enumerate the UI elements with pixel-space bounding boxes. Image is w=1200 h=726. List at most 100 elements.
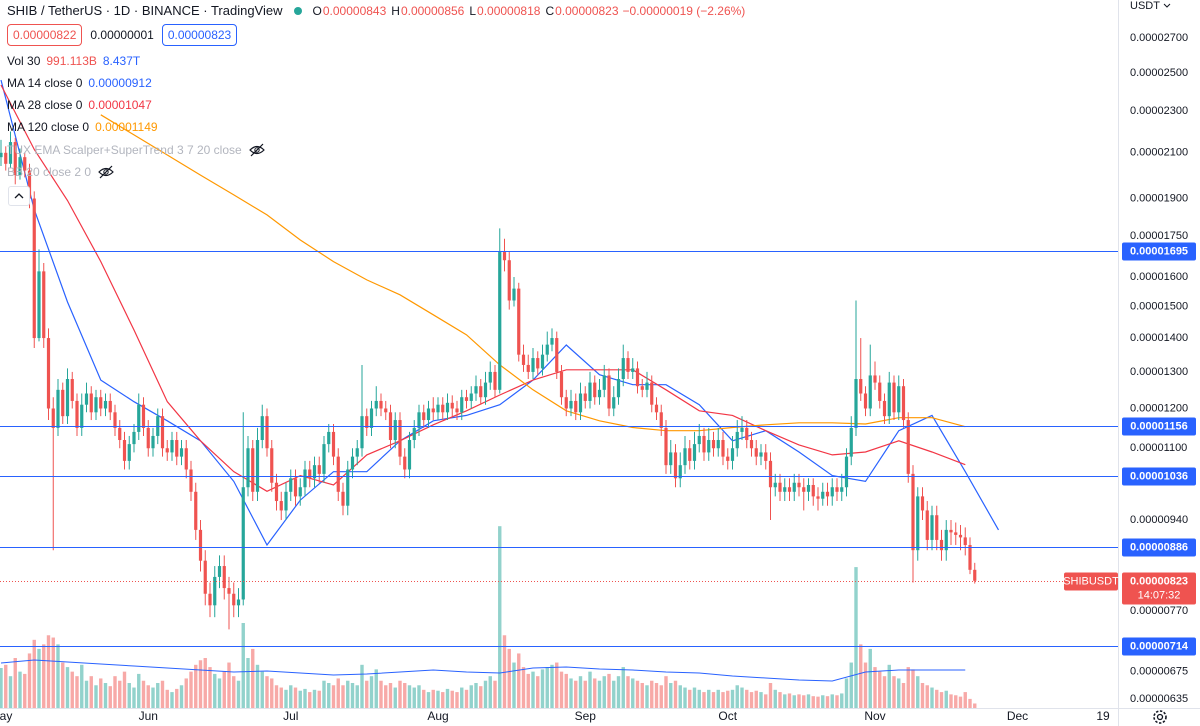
candle-body	[113, 412, 117, 428]
y-tick-label: 0.00001900	[1130, 192, 1188, 204]
sell-button[interactable]: 0.00000822	[7, 24, 83, 46]
eye-hidden-icon[interactable]	[97, 165, 115, 179]
volume-layer	[0, 526, 977, 708]
volume-bar	[403, 683, 407, 708]
volume-bar	[23, 673, 27, 708]
candle-body	[407, 440, 412, 470]
candle-body	[920, 496, 925, 511]
last-price-label: 0.00000823	[1130, 575, 1188, 587]
volume-bar	[607, 673, 611, 708]
legend-name: MA 28 close 0	[7, 98, 83, 112]
x-tick-label: Dec	[1007, 709, 1028, 723]
collapse-legend-button[interactable]	[8, 186, 30, 206]
candle-body	[222, 566, 226, 589]
level-label: 0.00000886	[1130, 541, 1188, 553]
candle-body	[764, 452, 768, 461]
candle-body	[555, 338, 559, 372]
candle-body	[118, 427, 122, 441]
candle-body	[260, 416, 264, 441]
candle-body	[873, 375, 877, 383]
volume-bar	[217, 678, 222, 708]
candle-body	[792, 482, 796, 492]
candle-body	[37, 271, 41, 339]
volume-bar	[631, 678, 635, 708]
candle-body	[692, 444, 697, 461]
volume-bar	[141, 680, 146, 708]
candle-body	[265, 416, 269, 449]
volume-bar	[327, 683, 331, 708]
candle-body	[588, 382, 592, 401]
volume-bar	[954, 695, 958, 708]
candle-body	[963, 537, 967, 546]
candle-body	[664, 427, 668, 466]
volume-bar	[479, 686, 483, 708]
ohlc-value: 0.00000843	[322, 3, 387, 18]
volume-bar	[840, 693, 844, 708]
candle-body	[973, 569, 977, 581]
candle-body	[754, 448, 758, 457]
volume-bar	[697, 689, 701, 708]
candle-body	[251, 448, 255, 492]
volume-bar	[569, 678, 573, 708]
candle-body	[697, 435, 701, 445]
candle-body	[768, 460, 773, 488]
volume-bar	[925, 685, 929, 708]
candle-body	[773, 482, 777, 488]
volume-bar	[113, 676, 117, 708]
candle-body	[346, 469, 350, 506]
legend-value: 991.113B	[46, 54, 97, 68]
candle-body	[393, 420, 397, 441]
candle-body	[137, 404, 141, 432]
candle-body	[279, 501, 283, 511]
volume-bar	[346, 680, 350, 708]
candle-body	[958, 534, 963, 538]
volume-bar	[616, 676, 621, 708]
settings-button[interactable]	[1151, 708, 1169, 726]
legend-value: 8.437T	[102, 54, 141, 68]
buy-button[interactable]: 0.00000823	[161, 24, 238, 46]
volume-bar	[730, 689, 735, 708]
eye-hidden-icon[interactable]	[248, 143, 266, 157]
currency-selector[interactable]: USDT	[1130, 0, 1171, 12]
level-label: 0.00001695	[1130, 245, 1188, 257]
candle-body	[559, 371, 564, 398]
volume-bar	[122, 671, 127, 708]
volume-bar	[118, 680, 122, 708]
volume-bar	[18, 671, 22, 708]
volume-bar	[393, 687, 397, 708]
volume-bar	[388, 683, 393, 708]
volume-bar	[498, 526, 502, 708]
y-tick-label: 0.00001200	[1130, 402, 1188, 414]
legend-name: MA 14 close 0	[7, 76, 83, 90]
candle-body	[635, 368, 640, 387]
volume-bar	[51, 637, 55, 708]
volume-bar	[849, 662, 853, 708]
candle-body	[616, 379, 621, 398]
candle-body	[906, 420, 910, 474]
volume-bar	[369, 676, 374, 708]
gear-icon	[1153, 710, 1167, 724]
ohlc-key: C	[545, 3, 555, 18]
volume-bar	[673, 680, 678, 708]
volume-bar	[958, 696, 963, 708]
volume-bar	[830, 694, 834, 708]
volume-bar	[949, 694, 953, 708]
volume-bar	[308, 692, 312, 708]
last-price-bg	[1122, 572, 1196, 605]
candle-body	[740, 427, 744, 432]
candle-body	[835, 487, 839, 492]
volume-bar	[360, 664, 364, 708]
volume-bar	[778, 692, 782, 708]
candle-body	[122, 440, 127, 461]
volume-bar	[194, 664, 198, 708]
x-tick-label: 19	[1096, 709, 1110, 723]
volume-bar	[897, 678, 901, 708]
y-tick-label: 0.00002300	[1130, 105, 1188, 117]
volume-bar	[156, 683, 160, 708]
volume-bar	[298, 690, 302, 708]
legend-value: 0.00000912	[88, 76, 152, 90]
candle-body	[597, 389, 602, 398]
candle-body	[75, 400, 79, 428]
level-layer	[0, 251, 1118, 647]
